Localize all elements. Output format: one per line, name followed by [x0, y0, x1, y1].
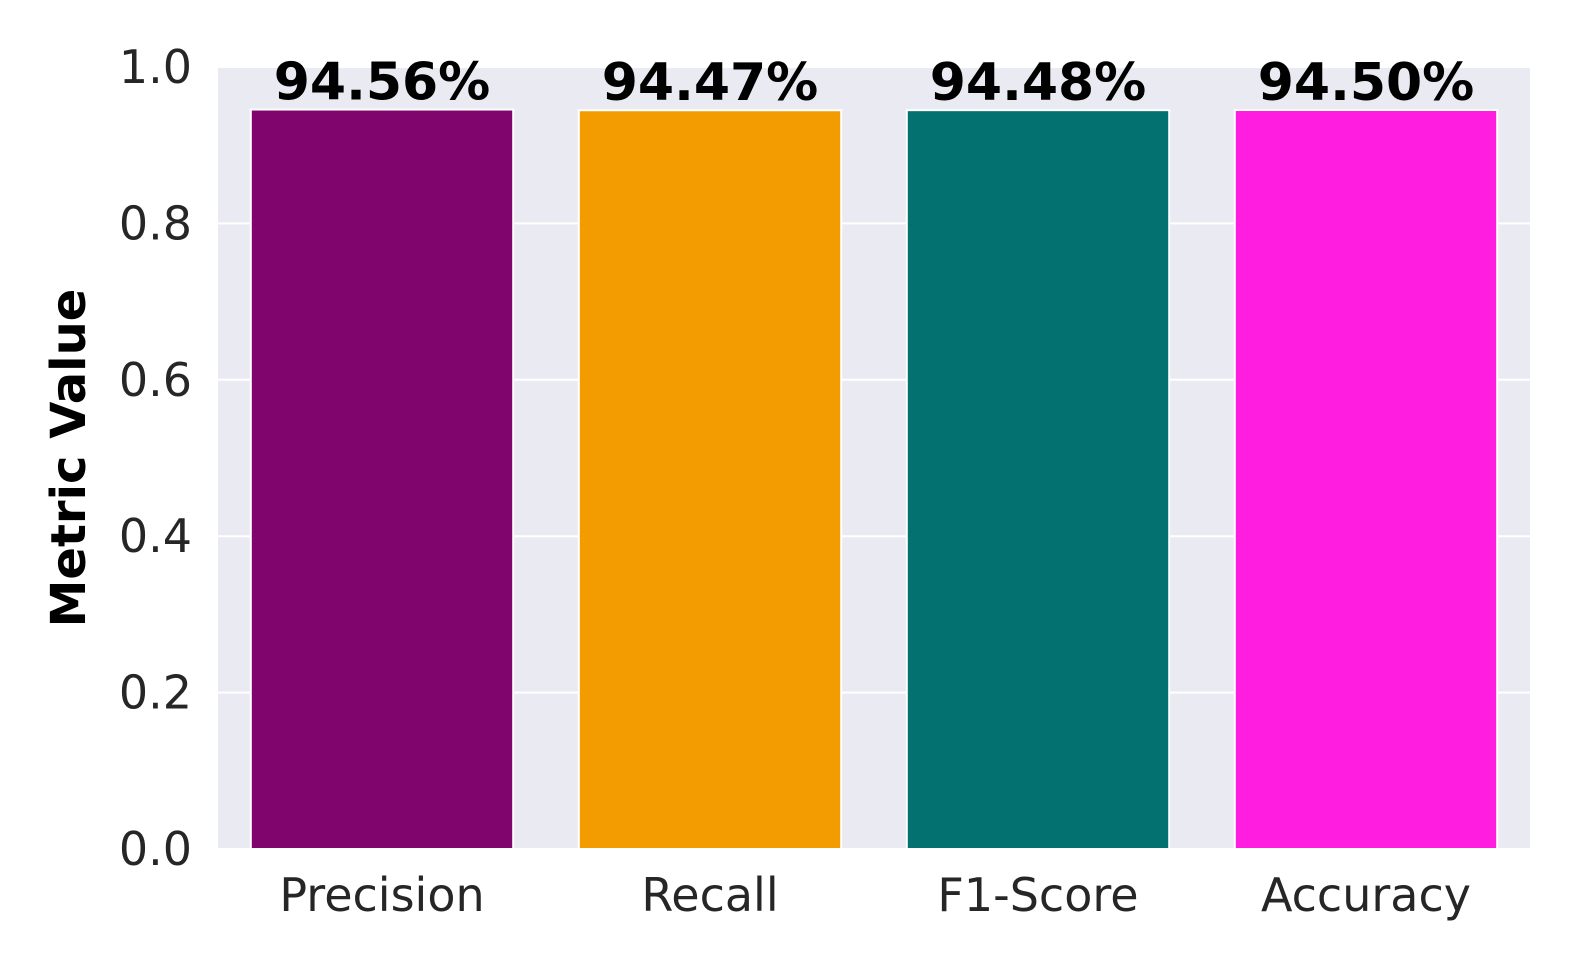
data-label: 94.48% [930, 53, 1147, 113]
x-axis-ticks: Precision Recall F1-Score Accuracy [279, 868, 1471, 922]
bar-f1-score [905, 109, 1171, 851]
y-tick-label: 0.2 [119, 666, 192, 720]
y-axis-title: Metric Value [41, 289, 97, 628]
bars [249, 108, 1499, 851]
y-axis-ticks: 0.0 0.2 0.4 0.6 0.8 1.0 [119, 40, 192, 876]
bar-recall [577, 109, 843, 850]
data-label: 94.47% [602, 53, 819, 113]
y-tick-label: 0.6 [119, 353, 192, 407]
data-label: 94.50% [1258, 53, 1475, 113]
x-tick-label: Accuracy [1261, 868, 1471, 922]
y-tick-label: 0.8 [119, 196, 192, 250]
x-tick-label: Recall [641, 868, 778, 922]
y-tick-label: 0.0 [119, 822, 192, 876]
data-labels: 94.56% 94.47% 94.48% 94.50% [274, 53, 1475, 114]
x-tick-label: F1-Score [937, 868, 1138, 922]
bar-accuracy [1233, 109, 1499, 850]
x-tick-label: Precision [279, 868, 484, 922]
data-label: 94.56% [274, 53, 491, 113]
y-tick-label: 0.4 [119, 509, 192, 563]
bar-precision [249, 108, 515, 851]
y-tick-label: 1.0 [119, 40, 192, 94]
